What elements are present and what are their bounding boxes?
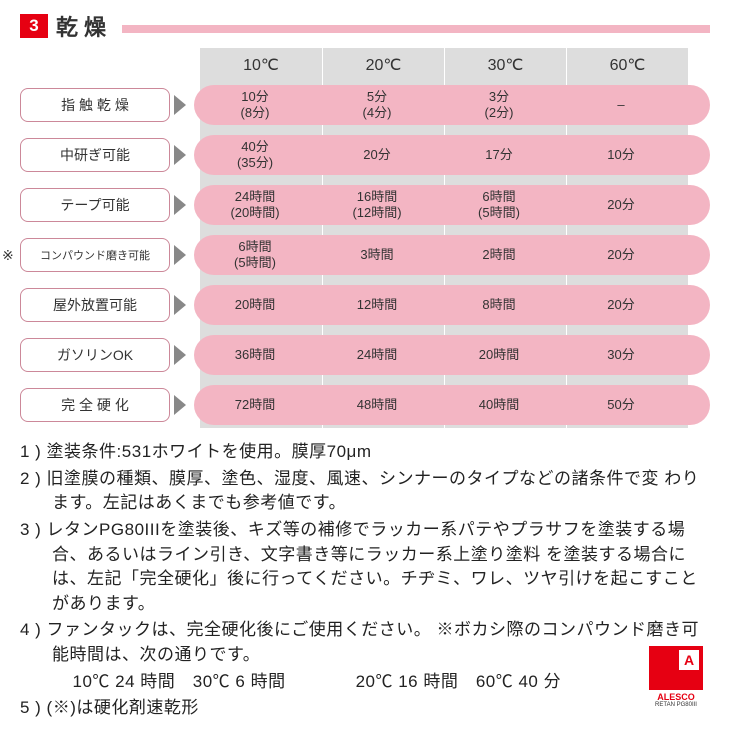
logo-text: ALESCO bbox=[640, 692, 712, 702]
table-cell: 6時間(5時間) bbox=[194, 235, 316, 275]
table-cell: 12時間 bbox=[316, 285, 438, 325]
row-label: 屋外放置可能 bbox=[20, 288, 170, 322]
data-pill: 40分(35分)20分17分10分 bbox=[194, 135, 710, 175]
table-cell: 20時間 bbox=[438, 335, 560, 375]
table-cell: 2時間 bbox=[438, 235, 560, 275]
notes-section: 1 ) 塗装条件:531ホワイトを使用。膜厚70μm2 ) 旧塗膜の種類、膜厚、… bbox=[20, 440, 710, 721]
table-cell: 24時間 bbox=[316, 335, 438, 375]
row-label: テープ可能 bbox=[20, 188, 170, 222]
data-pill: 36時間24時間20時間30分 bbox=[194, 335, 710, 375]
table-cell: 20分 bbox=[316, 135, 438, 175]
note-line: 10℃ 24 時間 30℃ 6 時間 20℃ 16 時間 60℃ 40 分 bbox=[20, 670, 710, 695]
note-line: 5 ) (※)は硬化剤速乾形 bbox=[20, 696, 710, 721]
table-row: 指 触 乾 燥 10分(8分)5分(4分)3分(2分)– bbox=[20, 82, 710, 128]
table-cell: 16時間(12時間) bbox=[316, 185, 438, 225]
table-cell: 20時間 bbox=[194, 285, 316, 325]
row-label: 完 全 硬 化 bbox=[20, 388, 170, 422]
table-cell: 3時間 bbox=[316, 235, 438, 275]
table-row: ※コンパウンド磨き可能6時間(5時間)3時間2時間20分 bbox=[20, 232, 710, 278]
note-line: 2 ) 旧塗膜の種類、膜厚、塗色、湿度、風速、シンナーのタイプなどの諸条件で変 … bbox=[20, 467, 710, 516]
note-line: 1 ) 塗装条件:531ホワイトを使用。膜厚70μm bbox=[20, 440, 710, 465]
logo-mark: A bbox=[679, 650, 699, 670]
table-cell: 17分 bbox=[438, 135, 560, 175]
section-title: 乾燥 bbox=[56, 10, 112, 42]
arrow-icon bbox=[174, 195, 186, 215]
table-cell: 3分(2分) bbox=[438, 85, 560, 125]
title-bar bbox=[122, 25, 710, 33]
section-header: 3 乾燥 bbox=[20, 10, 710, 42]
table-cell: 48時間 bbox=[316, 385, 438, 425]
data-pill: 24時間(20時間)16時間(12時間)6時間(5時間)20分 bbox=[194, 185, 710, 225]
table-cell: 20分 bbox=[560, 235, 682, 275]
table-cell: 40分(35分) bbox=[194, 135, 316, 175]
table-cell: – bbox=[560, 85, 682, 125]
table-cell: 72時間 bbox=[194, 385, 316, 425]
arrow-icon bbox=[174, 295, 186, 315]
data-pill: 6時間(5時間)3時間2時間20分 bbox=[194, 235, 710, 275]
temp-col-header: 30℃ bbox=[444, 48, 566, 82]
table-cell: 20分 bbox=[560, 285, 682, 325]
table-cell: 40時間 bbox=[438, 385, 560, 425]
temp-col-header: 20℃ bbox=[322, 48, 444, 82]
temp-col-header: 10℃ bbox=[200, 48, 322, 82]
table-cell: 10分(8分) bbox=[194, 85, 316, 125]
table-cell: 8時間 bbox=[438, 285, 560, 325]
data-pill: 72時間48時間40時間50分 bbox=[194, 385, 710, 425]
arrow-icon bbox=[174, 95, 186, 115]
arrow-icon bbox=[174, 345, 186, 365]
table-row: 屋外放置可能 20時間12時間8時間20分 bbox=[20, 282, 710, 328]
table-row: 中研ぎ可能 40分(35分)20分17分10分 bbox=[20, 132, 710, 178]
drying-table: 10℃ 20℃ 30℃ 60℃ 指 触 乾 燥 10分(8分)5分(4分)3分(2… bbox=[20, 48, 710, 428]
table-cell: 6時間(5時間) bbox=[438, 185, 560, 225]
note-line: 4 ) ファンタックは、完全硬化後にご使用ください。 ※ボカシ際のコンパウンド磨… bbox=[20, 618, 710, 667]
temp-header-row: 10℃ 20℃ 30℃ 60℃ bbox=[200, 48, 710, 82]
arrow-icon bbox=[174, 245, 186, 265]
table-row: テープ可能 24時間(20時間)16時間(12時間)6時間(5時間)20分 bbox=[20, 182, 710, 228]
table-cell: 36時間 bbox=[194, 335, 316, 375]
note-mark: ※ bbox=[2, 247, 14, 264]
data-pill: 20時間12時間8時間20分 bbox=[194, 285, 710, 325]
data-pill: 10分(8分)5分(4分)3分(2分)– bbox=[194, 85, 710, 125]
table-cell: 50分 bbox=[560, 385, 682, 425]
note-line: 3 ) レタンPG80IIIを塗装後、キズ等の補修でラッカー系パテやプラサフを塗… bbox=[20, 518, 710, 617]
table-cell: 20分 bbox=[560, 185, 682, 225]
row-label: 中研ぎ可能 bbox=[20, 138, 170, 172]
arrow-icon bbox=[174, 395, 186, 415]
table-cell: 5分(4分) bbox=[316, 85, 438, 125]
table-row: ガソリンOK 36時間24時間20時間30分 bbox=[20, 332, 710, 378]
row-label: 指 触 乾 燥 bbox=[20, 88, 170, 122]
temp-col-header: 60℃ bbox=[566, 48, 688, 82]
arrow-icon bbox=[174, 145, 186, 165]
section-number: 3 bbox=[20, 14, 48, 38]
table-cell: 30分 bbox=[560, 335, 682, 375]
row-label: ガソリンOK bbox=[20, 338, 170, 372]
table-cell: 10分 bbox=[560, 135, 682, 175]
table-cell: 24時間(20時間) bbox=[194, 185, 316, 225]
brand-logo: A ALESCO RETAN PG80III bbox=[640, 646, 712, 708]
logo-subtext: RETAN PG80III bbox=[640, 702, 712, 708]
row-label: コンパウンド磨き可能 bbox=[20, 238, 170, 272]
table-row: 完 全 硬 化 72時間48時間40時間50分 bbox=[20, 382, 710, 428]
